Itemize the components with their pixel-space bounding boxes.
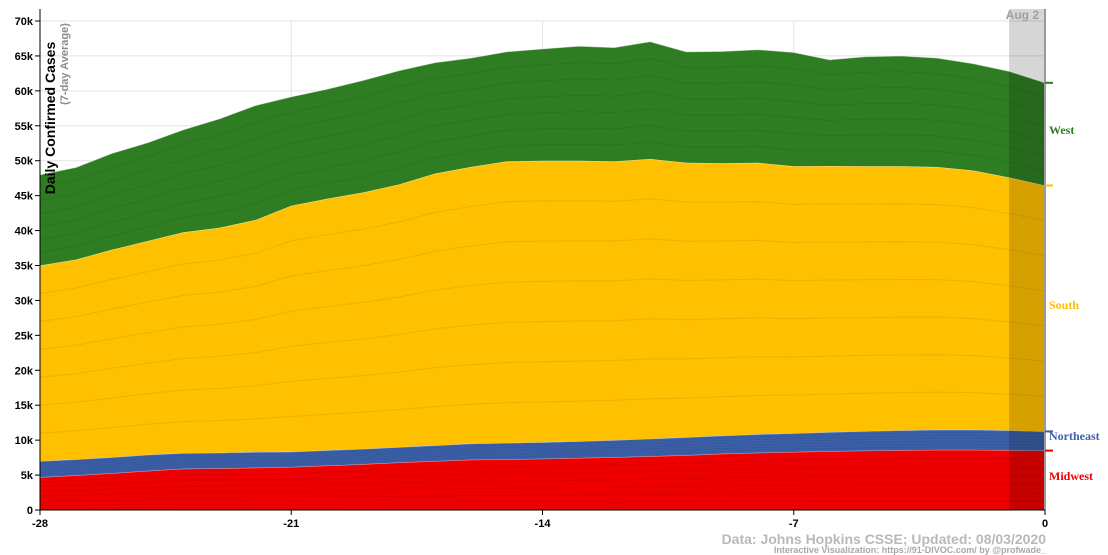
area-band-line	[39, 446, 1046, 476]
y-tick-label: 35k	[15, 261, 34, 273]
y-tick-label: 70k	[15, 16, 34, 28]
y-tick-label: 60k	[15, 86, 34, 98]
area-band-line	[39, 74, 1046, 202]
area-top-edge	[39, 41, 1046, 176]
y-tick-label: 30k	[15, 295, 34, 307]
y-tick-label: 25k	[15, 330, 34, 342]
y-axis-subtitle: (7-day Average)	[59, 23, 71, 105]
x-tick-label: 0	[1042, 518, 1048, 530]
region-label-south: South	[1049, 298, 1079, 312]
y-tick-label: 20k	[15, 365, 34, 377]
y-tick-label: 45k	[15, 191, 34, 203]
region-labels: Midwest Northeast South West	[1045, 81, 1100, 483]
area-band-line	[39, 354, 1046, 406]
area-band-line	[39, 278, 1046, 350]
region-label-west: West	[1049, 123, 1074, 137]
area-band-line	[39, 435, 1046, 467]
area-band-line	[39, 483, 1046, 497]
area-northeast[interactable]	[40, 429, 1045, 478]
region-label-midwest: Midwest	[1049, 469, 1093, 483]
current-date-shade	[1009, 9, 1045, 510]
area-band-line	[39, 437, 1046, 469]
area-band-line	[39, 238, 1046, 322]
area-band-line	[39, 432, 1046, 464]
area-band-line	[39, 440, 1046, 471]
area-band-line	[39, 108, 1046, 228]
y-tick-label: 5k	[21, 470, 34, 482]
area-band-line	[39, 500, 1045, 506]
y-tick-label: 65k	[15, 51, 34, 63]
area-band-line	[39, 316, 1046, 378]
area-band-line	[39, 492, 1046, 502]
area-band-line	[39, 443, 1046, 474]
y-tick-label: 0	[27, 505, 33, 517]
x-tick-label: -14	[535, 518, 552, 530]
current-date-label: Aug 2	[1006, 8, 1040, 22]
area-south[interactable]	[40, 159, 1045, 462]
area-band-line	[39, 475, 1046, 492]
x-tick-label: -21	[283, 518, 299, 530]
region-label-northeast: Northeast	[1049, 429, 1100, 443]
area-band-line	[39, 141, 1046, 253]
y-axis-title: Daily Confirmed Cases	[42, 42, 58, 195]
area-midwest[interactable]	[40, 449, 1045, 510]
area-west[interactable]	[40, 41, 1045, 266]
axes: 0 5k 10k 15k 20k 25k 30k 35k 40k 45k 50k 55k 60k 65k 7…	[15, 9, 1048, 530]
area-band-line	[39, 124, 1046, 241]
visualization-credit: Interactive Visualization: https://91-DI…	[773, 545, 1046, 555]
y-tick-label: 10k	[15, 435, 34, 447]
area-band-line	[39, 466, 1046, 487]
y-tick-label: 50k	[15, 156, 34, 168]
area-band-line	[39, 198, 1046, 294]
area-band-line	[39, 391, 1046, 434]
data-source-credit: Data: Johns Hopkins CSSE; Updated: 08/03…	[721, 531, 1046, 547]
y-tick-label: 40k	[15, 226, 34, 238]
x-tick-label: -7	[789, 518, 799, 530]
y-tick-label: 55k	[15, 121, 34, 133]
area-band-line	[39, 91, 1046, 215]
x-tick-label: -28	[32, 518, 48, 530]
area-band-line	[39, 458, 1046, 483]
y-tick-label: 15k	[15, 400, 34, 412]
current-date-marker: Aug 2	[1006, 8, 1046, 510]
area-band-line	[39, 57, 1046, 189]
stacked-areas[interactable]	[39, 41, 1046, 510]
